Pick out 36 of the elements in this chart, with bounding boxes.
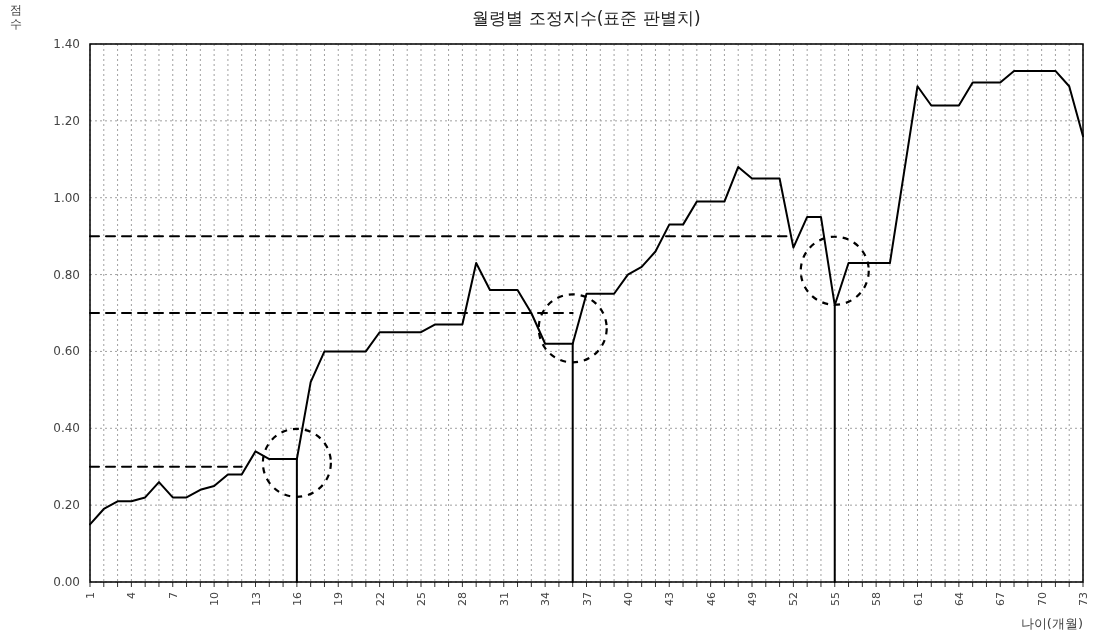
x-tick-label: 49	[746, 592, 759, 606]
x-tick-label: 58	[870, 592, 884, 606]
y-tick-label: 1.00	[53, 190, 80, 205]
x-tick-label: 22	[373, 592, 387, 606]
x-tick-label: 73	[1077, 592, 1090, 606]
y-tick-label: 1.40	[53, 37, 80, 51]
x-tick-label: 10	[208, 592, 222, 606]
x-tick-label: 64	[952, 592, 966, 606]
x-tick-label: 1	[84, 592, 97, 599]
x-tick-label: 52	[787, 592, 801, 606]
x-tick-label: 19	[332, 592, 346, 606]
x-tick-label: 67	[994, 592, 1008, 606]
x-tick-label: 13	[249, 592, 263, 606]
x-tick-label: 16	[290, 592, 304, 606]
x-tick-label: 28	[456, 592, 470, 606]
y-axis-title: 점수	[10, 3, 22, 31]
x-tick-label: 70	[1035, 592, 1049, 606]
x-tick-label: 7	[166, 592, 180, 599]
x-tick-label: 4	[125, 592, 139, 599]
x-tick-label: 43	[663, 592, 677, 606]
x-axis-title: 나이(개월)	[1020, 616, 1083, 631]
y-tick-label: 0.20	[53, 498, 80, 513]
x-tick-label: 37	[580, 592, 594, 606]
x-tick-label: 46	[704, 592, 718, 606]
x-tick-label: 40	[621, 592, 635, 606]
x-tick-label: 61	[911, 592, 925, 606]
y-tick-label: 0.00	[53, 575, 80, 589]
y-tick-label: 0.80	[53, 267, 80, 282]
x-tick-label: 25	[415, 592, 428, 606]
x-tick-label: 34	[539, 592, 553, 606]
y-tick-label: 1.20	[53, 113, 80, 128]
x-tick-label: 55	[828, 592, 842, 606]
chart-title: 월령별 조정지수(표준 판별치)	[472, 8, 701, 28]
x-tick-label: 31	[497, 592, 511, 606]
y-tick-label: 0.40	[53, 421, 80, 436]
y-tick-label: 0.60	[53, 344, 80, 359]
